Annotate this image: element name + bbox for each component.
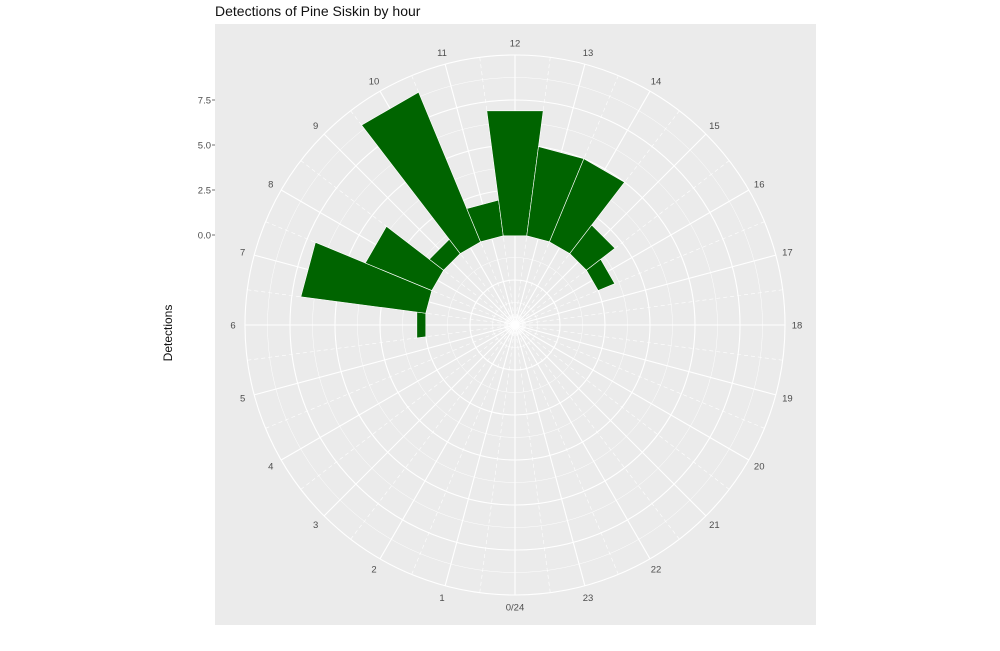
hour-tick-label: 8 xyxy=(268,180,273,191)
hour-tick-label: 21 xyxy=(709,520,720,531)
hour-tick-label: 20 xyxy=(754,462,765,473)
hour-tick-label: 19 xyxy=(782,393,793,404)
grid-spoke xyxy=(254,324,516,396)
hour-tick-label: 11 xyxy=(437,48,447,59)
grid-spoke xyxy=(514,324,776,396)
grid-spoke xyxy=(444,324,516,586)
grid-spoke xyxy=(514,324,707,517)
bar-hour-7 xyxy=(300,241,433,314)
hour-tick-label: 1 xyxy=(439,593,444,604)
grid-spoke-minor xyxy=(514,324,551,593)
bar-hour-6 xyxy=(416,311,427,339)
hour-tick-label: 6 xyxy=(230,321,235,332)
y-tick-labels: 0.0 2.5 5.0 7.5 xyxy=(198,96,215,242)
hour-tick-label: 23 xyxy=(583,593,594,604)
hour-tick-label: 12 xyxy=(510,39,521,50)
bar-hour-15 xyxy=(569,224,616,271)
hour-tick-label: 16 xyxy=(754,180,765,191)
grid-spoke xyxy=(514,189,750,326)
grid-spoke-minor xyxy=(514,221,765,326)
hour-tick-label: 0/24 xyxy=(506,603,525,614)
chart-title: Detections of Pine Siskin by hour xyxy=(215,3,421,19)
grid-spoke-minor xyxy=(514,160,730,326)
grid-spoke xyxy=(323,133,516,326)
grid-spoke-minor xyxy=(514,324,783,361)
grid-spoke-minor xyxy=(300,324,516,490)
y-tick-label: 7.5 xyxy=(198,96,211,107)
hour-tick-label: 3 xyxy=(313,520,318,531)
grid-spoke xyxy=(514,254,776,326)
hour-tick-labels: 0/24123456789101112131415161718192021222… xyxy=(230,39,802,614)
grid-spoke-minor xyxy=(514,324,619,575)
grid-spoke-minor xyxy=(247,324,516,361)
hour-tick-label: 7 xyxy=(240,248,245,259)
bar-hour-14 xyxy=(549,158,626,254)
bar-hour-16 xyxy=(586,258,616,291)
grid-spoke-minor xyxy=(514,324,680,540)
hour-tick-label: 17 xyxy=(782,248,793,259)
grid-spoke-minor xyxy=(479,324,516,593)
hour-tick-label: 22 xyxy=(651,565,662,576)
grid-spoke-minor xyxy=(514,324,730,490)
hour-tick-label: 9 xyxy=(313,121,318,132)
hour-tick-label: 18 xyxy=(792,321,803,332)
grid-spoke xyxy=(379,324,516,560)
bar-hour-8 xyxy=(364,225,444,291)
bar-hour-10 xyxy=(361,91,481,254)
hour-tick-label: 5 xyxy=(240,393,245,404)
bars xyxy=(300,91,626,339)
grid-spoke xyxy=(323,324,516,517)
grid-spoke-minor xyxy=(514,324,765,429)
grid-spoke xyxy=(514,324,750,461)
y-tick-label: 0.0 xyxy=(198,231,211,242)
grid-spoke xyxy=(444,64,516,326)
grid-spoke xyxy=(514,324,651,560)
bar-hour-12 xyxy=(486,110,544,237)
grid-spoke-minor xyxy=(514,289,783,326)
hour-tick-label: 13 xyxy=(583,48,594,59)
grid-spoke-minor xyxy=(411,324,516,575)
y-tick-label: 2.5 xyxy=(198,186,211,197)
hour-tick-label: 4 xyxy=(268,462,273,473)
hour-tick-label: 15 xyxy=(709,121,720,132)
grid-spoke xyxy=(514,324,586,586)
y-tick-label: 5.0 xyxy=(198,141,211,152)
grid-spoke xyxy=(280,324,516,461)
grid-lines xyxy=(244,54,786,596)
hour-tick-label: 14 xyxy=(651,76,662,87)
hour-tick-label: 10 xyxy=(369,76,380,87)
hour-tick-label: 2 xyxy=(371,565,376,576)
grid-spoke-minor xyxy=(265,324,516,429)
grid-spoke xyxy=(514,133,707,326)
grid-spoke-minor xyxy=(350,324,516,540)
